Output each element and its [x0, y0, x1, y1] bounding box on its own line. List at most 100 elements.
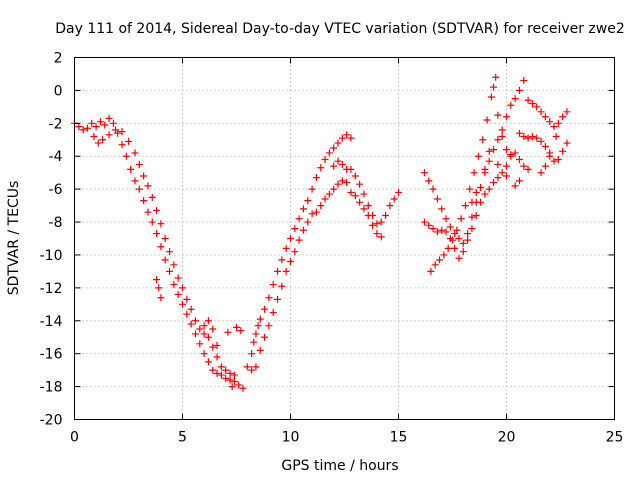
data-point: [347, 165, 355, 173]
data-point: [248, 350, 256, 358]
series-5: [243, 177, 385, 374]
data-point: [282, 244, 290, 252]
data-point: [157, 294, 165, 302]
data-point: [479, 136, 487, 144]
series-10: [524, 96, 571, 131]
data-point: [438, 226, 446, 234]
data-point: [563, 139, 571, 147]
data-point: [537, 108, 545, 116]
data-point: [451, 244, 459, 252]
data-point: [494, 160, 502, 168]
data-point: [166, 248, 174, 256]
data-point: [464, 236, 472, 244]
data-point: [360, 190, 368, 198]
data-point: [520, 132, 528, 140]
data-point: [507, 101, 515, 109]
data-point: [183, 295, 191, 303]
data-point: [347, 188, 355, 196]
data-point: [83, 124, 91, 132]
data-point: [317, 164, 325, 172]
data-point: [563, 108, 571, 116]
data-point: [343, 131, 351, 139]
data-point: [481, 165, 489, 173]
x-tick-label: 10: [282, 430, 300, 446]
data-point: [494, 174, 502, 182]
data-point: [559, 113, 567, 121]
x-axis-tick-labels: 0 5 10 15 20 25: [70, 430, 623, 446]
data-point: [261, 333, 269, 341]
data-point: [550, 157, 558, 165]
data-point: [79, 126, 87, 134]
y-tick-label: -18: [40, 380, 63, 396]
data-point: [550, 123, 558, 131]
data-point: [498, 126, 506, 134]
data-point: [537, 169, 545, 177]
data-point: [299, 205, 307, 213]
data-point: [347, 134, 355, 142]
data-point: [287, 258, 294, 266]
data-point: [295, 236, 303, 244]
data-point: [459, 248, 467, 256]
data-point: [237, 327, 245, 335]
data-point: [109, 119, 117, 127]
data-point: [170, 261, 178, 269]
data-point: [338, 160, 346, 168]
data-point: [200, 322, 208, 330]
data-point: [226, 369, 234, 377]
y-tick-label: -8: [49, 215, 63, 231]
data-point: [552, 132, 560, 140]
data-point: [468, 198, 476, 206]
data-point: [96, 118, 104, 126]
data-point: [498, 169, 506, 177]
data-point: [442, 215, 450, 223]
data-point: [131, 177, 139, 185]
data-point: [440, 251, 448, 259]
data-point: [487, 93, 495, 101]
data-point: [144, 182, 152, 190]
data-point: [515, 129, 523, 137]
series-8: [420, 77, 528, 262]
data-point: [338, 134, 346, 142]
data-point: [528, 132, 536, 140]
data-point: [157, 220, 165, 228]
data-point: [101, 121, 109, 129]
data-point: [228, 383, 236, 391]
data-point: [356, 198, 364, 206]
data-point: [90, 132, 98, 140]
data-point: [308, 185, 316, 193]
data-point: [135, 160, 143, 168]
data-point: [433, 228, 441, 236]
data-point: [269, 309, 277, 317]
data-point: [144, 208, 152, 216]
series-12: [468, 147, 523, 206]
data-point: [75, 123, 83, 131]
data-point: [235, 381, 243, 389]
data-point: [431, 261, 439, 269]
data-point: [274, 295, 282, 303]
data-point: [112, 126, 120, 134]
data-point: [485, 185, 493, 193]
data-point: [533, 103, 541, 111]
data-point: [511, 182, 519, 190]
data-point: [485, 147, 493, 155]
data-point: [256, 346, 264, 354]
data-point: [125, 137, 132, 145]
data-point: [511, 149, 519, 157]
data-point: [546, 152, 554, 160]
data-point: [209, 366, 217, 374]
data-point: [373, 230, 381, 238]
data-point: [373, 220, 381, 228]
data-point: [528, 100, 536, 108]
data-point: [453, 226, 461, 234]
y-tick-label: -12: [40, 281, 63, 297]
data-point: [200, 350, 208, 358]
x-axis-title: GPS time / hours: [281, 458, 398, 474]
data-point: [287, 235, 294, 242]
data-point: [390, 195, 398, 203]
data-point: [239, 384, 247, 392]
data-point: [105, 114, 113, 122]
data-point: [490, 83, 498, 91]
data-point: [222, 374, 230, 382]
x-tick-label: 0: [70, 430, 79, 446]
data-point: [457, 215, 465, 223]
